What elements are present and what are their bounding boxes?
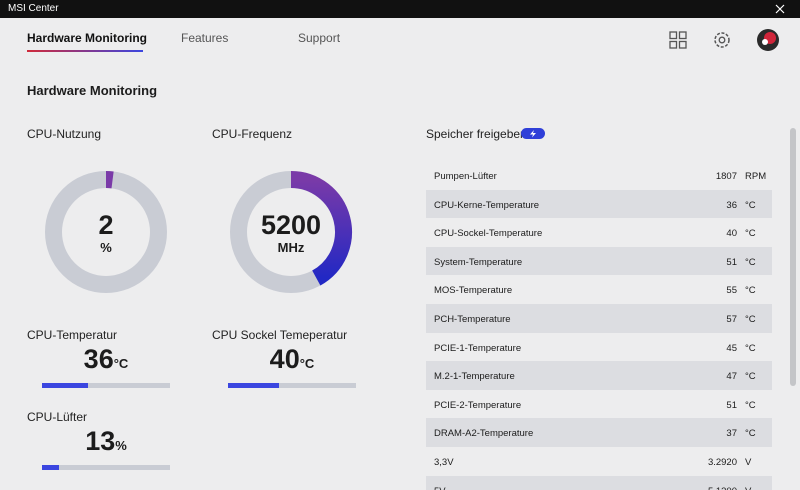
- meter-unit: %: [115, 438, 127, 453]
- gauge-label: CPU-Frequenz: [212, 127, 293, 141]
- meter-number: 40: [269, 344, 300, 374]
- meter-label: CPU-Temperatur: [27, 328, 118, 342]
- sensor-name: PCIE-2-Temperature: [434, 399, 522, 411]
- gauge-unit: MHz: [277, 240, 305, 255]
- meter-fill: [228, 383, 280, 388]
- sensor-row: CPU-Sockel-Temperature 40 °C: [426, 218, 772, 247]
- sensor-name: 5V: [434, 486, 446, 490]
- sensor-unit: °C: [745, 399, 756, 411]
- meter-unit: °C: [113, 356, 129, 371]
- meter-number: 36: [83, 344, 114, 374]
- sensor-name: PCIE-1-Temperature: [434, 342, 522, 354]
- meter-fill: [42, 383, 89, 388]
- sensor-name: M.2-1-Temperature: [434, 371, 515, 383]
- sensor-unit: °C: [745, 228, 756, 240]
- sensor-row: PCIE-1-Temperature 45 °C: [426, 333, 772, 362]
- sensor-unit: °C: [745, 256, 756, 268]
- meter-value: 40°C: [228, 344, 356, 375]
- sensor-value: 47: [726, 371, 737, 383]
- gauges: [45, 171, 352, 293]
- meter-value: 13%: [42, 426, 170, 457]
- sensor-value: 3.2920: [707, 457, 737, 468]
- sensor-name: CPU-Kerne-Temperature: [434, 199, 540, 211]
- sensor-row: 5V 5.1300 V: [426, 475, 772, 490]
- sensor-name: DRAM-A2-Temperature: [434, 428, 534, 440]
- sensor-value: 55: [726, 285, 737, 297]
- sensor-row: MOS-Temperature 55 °C: [426, 275, 772, 304]
- sensor-unit: V: [745, 457, 752, 468]
- sensor-row: System-Temperature 51 °C: [426, 246, 772, 276]
- sensor-value: 40: [726, 228, 737, 240]
- free-memory-label: Speicher freigeben: [426, 127, 527, 141]
- sensor-row: PCIE-2-Temperature 51 °C: [426, 390, 772, 419]
- settings-icon[interactable]: [712, 30, 732, 50]
- sensor-value: 36: [726, 199, 737, 211]
- sensor-unit: °C: [745, 428, 756, 440]
- sensor-row: 3,3V 3.2920 V: [426, 447, 772, 476]
- sensor-unit: °C: [745, 285, 756, 297]
- window-title: MSI Center: [8, 3, 59, 14]
- gauge-arc: [290, 171, 352, 286]
- sensor-unit: RPM: [745, 171, 767, 182]
- sensor-value: 57: [726, 314, 737, 325]
- sensor-name: Pumpen-Lüfter: [434, 171, 497, 182]
- gauge-value: 5200: [260, 210, 322, 240]
- meter-track: [42, 383, 170, 388]
- sensor-unit: °C: [745, 342, 756, 354]
- avatar[interactable]: [756, 28, 780, 52]
- meter-fill: [42, 465, 59, 470]
- sensor-row: PCH-Temperature 57 °C: [426, 304, 772, 333]
- sensor-value: 51: [726, 399, 737, 411]
- grid-icon[interactable]: [669, 31, 687, 49]
- section-title: Hardware Monitoring: [27, 83, 158, 98]
- gauge-value: 2: [98, 210, 114, 240]
- sensor-value: 51: [726, 256, 737, 268]
- sensor-name: 3,3V: [434, 457, 454, 468]
- tab[interactable]: Hardware Monitoring: [27, 31, 148, 45]
- sensor-unit: V: [745, 486, 751, 490]
- tab[interactable]: Features: [181, 31, 229, 45]
- sensor-value: 1807: [715, 171, 737, 182]
- sensor-unit: °C: [745, 371, 756, 383]
- close-button[interactable]: [775, 4, 785, 14]
- sensor-row: Pumpen-Lüfter 1807 RPM: [426, 161, 772, 190]
- sensor-row: CPU-Kerne-Temperature 36 °C: [426, 189, 772, 219]
- tab-underline: [27, 50, 143, 52]
- sensor-unit: °C: [745, 314, 756, 325]
- meter-value: 36°C: [42, 344, 170, 375]
- gauge-unit: %: [100, 240, 112, 255]
- meter-unit: °C: [299, 356, 315, 371]
- meter-label: CPU-Lüfter: [27, 410, 88, 424]
- sensor-name: CPU-Sockel-Temperature: [434, 228, 543, 240]
- free-memory-button[interactable]: [521, 127, 545, 140]
- sensor-unit: °C: [745, 199, 756, 211]
- sensor-value: 37: [726, 428, 737, 440]
- gauge-label: CPU-Nutzung: [27, 127, 102, 141]
- meter-track: [42, 465, 170, 470]
- sensor-row: DRAM-A2-Temperature 37 °C: [426, 418, 772, 447]
- sensor-value: 45: [726, 342, 737, 354]
- meter-number: 13: [85, 426, 116, 456]
- meter-label: CPU Sockel Temeperatur: [212, 328, 348, 342]
- scrollbar-thumb[interactable]: [790, 128, 796, 386]
- sensor-row: M.2-1-Temperature 47 °C: [426, 361, 772, 390]
- title-bar: MSI Center: [0, 0, 800, 18]
- meter-track: [228, 383, 356, 388]
- sensor-name: PCH-Temperature: [434, 314, 511, 325]
- sensor-value: 5.1300: [708, 486, 737, 490]
- sensor-name: System-Temperature: [434, 256, 523, 268]
- sensor-name: MOS-Temperature: [434, 285, 513, 297]
- tab[interactable]: Support: [298, 31, 341, 45]
